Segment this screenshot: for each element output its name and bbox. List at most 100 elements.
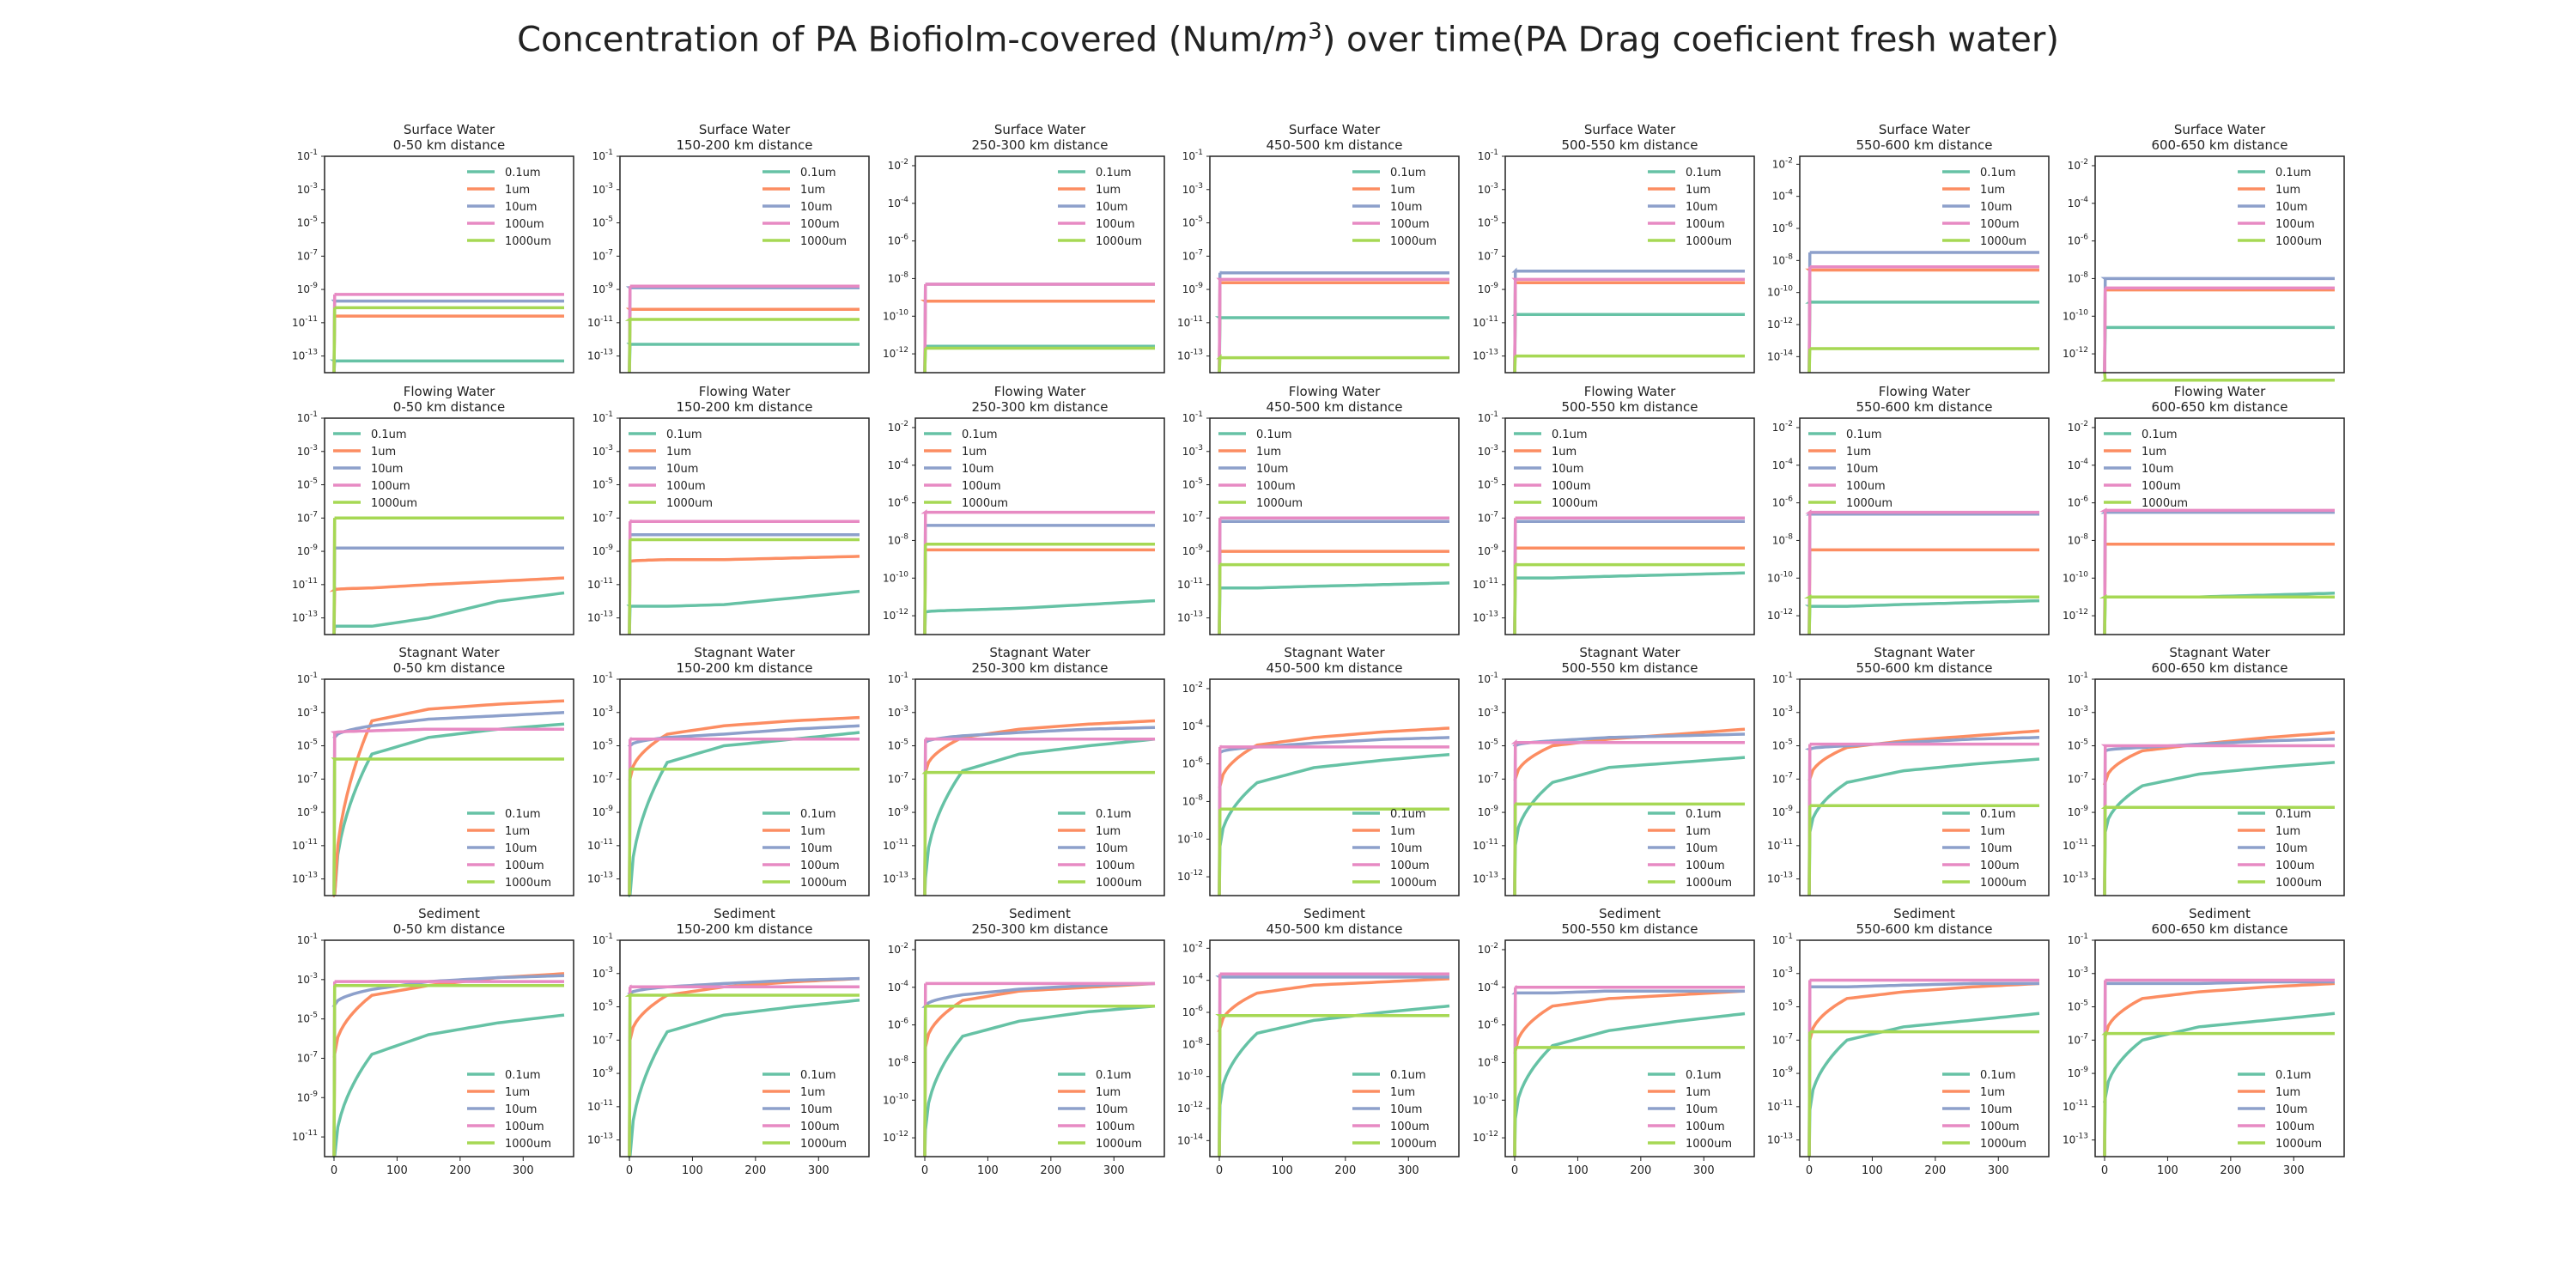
y-tick-label: 10-11 — [1767, 838, 1793, 852]
y-tick-label: 10-8 — [1182, 793, 1204, 807]
legend-label: 10um — [1096, 201, 1127, 214]
legend: 0.1um 1um 10um 100um 1000um — [2104, 428, 2188, 510]
legend-label: 10um — [1096, 842, 1127, 855]
legend-label: 10um — [2275, 842, 2307, 855]
y-tick-label: 10-9 — [297, 282, 319, 295]
legend: 0.1um 1um 10um 100um 1000um — [1058, 167, 1142, 248]
legend-label: 10um — [2142, 463, 2173, 476]
y-tick-label: 10-13 — [1177, 349, 1203, 362]
subplot-title: Sediment — [418, 906, 480, 921]
series-line-1000um — [923, 346, 1155, 374]
y-tick-label: 10-10 — [883, 308, 908, 322]
y-tick-label: 10-12 — [1473, 1130, 1498, 1144]
series-line-100um — [2103, 507, 2335, 635]
axes-frame — [1799, 678, 2050, 896]
y-tick-label: 10-4 — [1182, 719, 1204, 732]
axes-frame — [324, 417, 574, 635]
subplot-title: Sediment — [714, 906, 775, 921]
legend-label: 0.1um — [2275, 808, 2312, 821]
legend: 0.1um 1um 10um 100um 1000um — [629, 428, 713, 510]
y-tick-label: 10-2 — [1772, 420, 1793, 434]
axes-frame — [914, 678, 1165, 896]
legend-label: 100um — [1552, 480, 1591, 493]
subplot-title: Sediment — [2189, 906, 2251, 921]
legend-label: 0.1um — [1390, 1069, 1426, 1082]
subplot-title: Surface Water — [699, 122, 791, 137]
axes-frame — [1799, 155, 2050, 374]
series-line-10um — [2100, 276, 2335, 374]
series-line-1000um — [1807, 804, 2039, 896]
legend-label: 10um — [666, 463, 698, 476]
y-tick-label: 10-5 — [297, 477, 318, 491]
series-line-1000um — [1807, 594, 2039, 635]
series-line-0.1um — [2103, 592, 2336, 635]
y-tick-label: 10-7 — [2068, 771, 2088, 785]
series-line-100um — [1216, 277, 1449, 374]
x-tick-label: 300 — [1398, 1164, 1419, 1177]
legend-label: 1um — [505, 825, 530, 838]
series-line-10um — [628, 532, 860, 635]
series-line-1000um — [332, 306, 564, 374]
y-tick-label: 10-9 — [1772, 1066, 1794, 1079]
y-tick-label: 10-1 — [592, 149, 613, 162]
y-tick-label: 10-14 — [1767, 349, 1793, 362]
series-line-1000um — [923, 543, 1155, 635]
legend-label: 1000um — [1980, 877, 2026, 890]
legend-label: 1000um — [2275, 235, 2322, 248]
legend-label: 10um — [2275, 201, 2307, 214]
subplot-title: Flowing Water — [699, 384, 791, 399]
y-tick-label: 10-7 — [297, 248, 318, 262]
legend-label: 10um — [1686, 201, 1717, 214]
legend-label: 0.1um — [2275, 1069, 2312, 1082]
y-tick-label: 10-11 — [292, 315, 318, 329]
series-line-1um — [1218, 726, 1450, 896]
series-line-0.1um — [332, 722, 565, 897]
series-line-10um — [923, 524, 1155, 635]
axes-frame — [1799, 417, 2050, 635]
legend-label: 10um — [505, 842, 537, 855]
legend-label: 1um — [1846, 446, 1871, 459]
y-tick-label: 10-8 — [2068, 532, 2089, 546]
series-line-0.1um — [1513, 1012, 1746, 1157]
y-tick-label: 10-9 — [592, 282, 614, 295]
title-unit: m — [1274, 20, 1309, 60]
series-line-1000um — [1807, 1030, 2039, 1157]
series-line-0.1um — [2103, 325, 2335, 374]
series-line-100um — [628, 284, 860, 374]
y-tick-label: 10-3 — [592, 705, 613, 719]
legend: 0.1um 1um 10um 100um 1000um — [1942, 1069, 2026, 1151]
legend-label: 1um — [505, 1086, 530, 1099]
series-line-0.1um — [332, 1013, 565, 1158]
series-line-100um — [1218, 744, 1449, 896]
legend-label: 1um — [1552, 446, 1577, 459]
series-line-0.1um — [1214, 316, 1449, 374]
y-tick-label: 10-9 — [1478, 805, 1499, 818]
subplot-subtitle: 500-550 km distance — [1561, 399, 1698, 415]
y-tick-label: 10-2 — [888, 420, 908, 434]
y-tick-label: 10-9 — [592, 1066, 614, 1079]
y-tick-label: 10-5 — [297, 1012, 318, 1025]
legend-label: 100um — [800, 1121, 840, 1133]
y-tick-label: 10-8 — [1478, 1054, 1499, 1068]
subplot-subtitle: 600-650 km distance — [2151, 921, 2287, 937]
series-line-1um — [1513, 281, 1745, 374]
legend-label: 100um — [962, 480, 1001, 493]
series-line-1um — [1807, 548, 2039, 635]
legend-label: 1um — [1390, 184, 1415, 197]
y-tick-label: 10-4 — [2068, 196, 2089, 210]
legend-label: 100um — [1686, 218, 1725, 231]
axes-frame — [1504, 939, 1755, 1157]
x-tick-label: 300 — [2283, 1164, 2305, 1177]
y-tick-label: 10-10 — [1177, 831, 1203, 845]
legend-label: 1000um — [1096, 1138, 1142, 1151]
y-tick-label: 10-10 — [1473, 1092, 1498, 1106]
series-line-1000um — [628, 538, 860, 635]
y-tick-label: 10-11 — [1473, 315, 1498, 329]
y-tick-label: 10-11 — [587, 1099, 613, 1113]
series-line-0.1um — [2103, 761, 2336, 896]
series-line-0.1um — [626, 343, 860, 374]
